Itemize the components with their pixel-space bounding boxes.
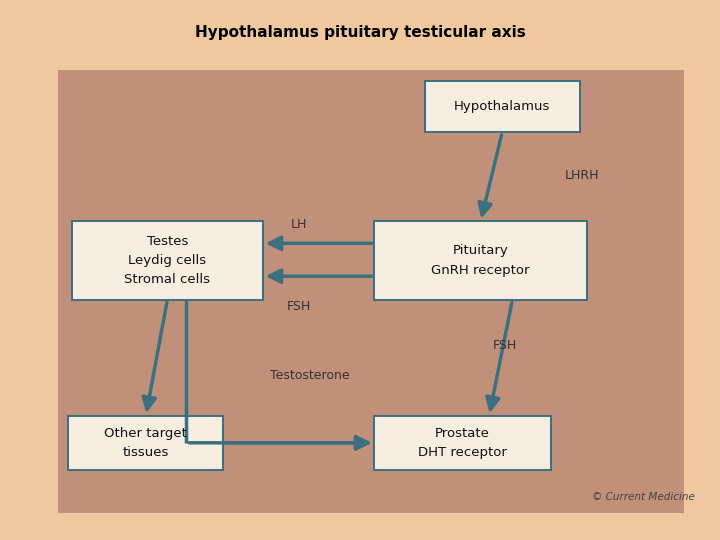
Text: Leydig cells: Leydig cells (128, 254, 207, 267)
Text: FSH: FSH (287, 300, 311, 313)
FancyBboxPatch shape (58, 70, 684, 513)
FancyBboxPatch shape (374, 221, 587, 300)
Text: © Current Medicine: © Current Medicine (592, 492, 695, 502)
Text: Testosterone: Testosterone (270, 369, 350, 382)
Text: tissues: tissues (122, 446, 169, 459)
Text: Hypothalamus: Hypothalamus (454, 100, 550, 113)
Text: GnRH receptor: GnRH receptor (431, 264, 530, 277)
Text: Prostate: Prostate (435, 427, 490, 440)
Text: FSH: FSH (493, 339, 518, 352)
Text: Pituitary: Pituitary (453, 244, 508, 258)
FancyBboxPatch shape (425, 81, 580, 132)
Text: Hypothalamus pituitary testicular axis: Hypothalamus pituitary testicular axis (194, 25, 526, 40)
Text: Stromal cells: Stromal cells (125, 273, 210, 287)
Text: LHRH: LHRH (565, 169, 600, 182)
FancyBboxPatch shape (72, 221, 263, 300)
Text: Testes: Testes (147, 234, 188, 248)
Text: Other target: Other target (104, 427, 187, 440)
FancyBboxPatch shape (374, 416, 551, 470)
Text: DHT receptor: DHT receptor (418, 446, 507, 459)
FancyBboxPatch shape (68, 416, 223, 470)
Text: LH: LH (291, 218, 307, 231)
